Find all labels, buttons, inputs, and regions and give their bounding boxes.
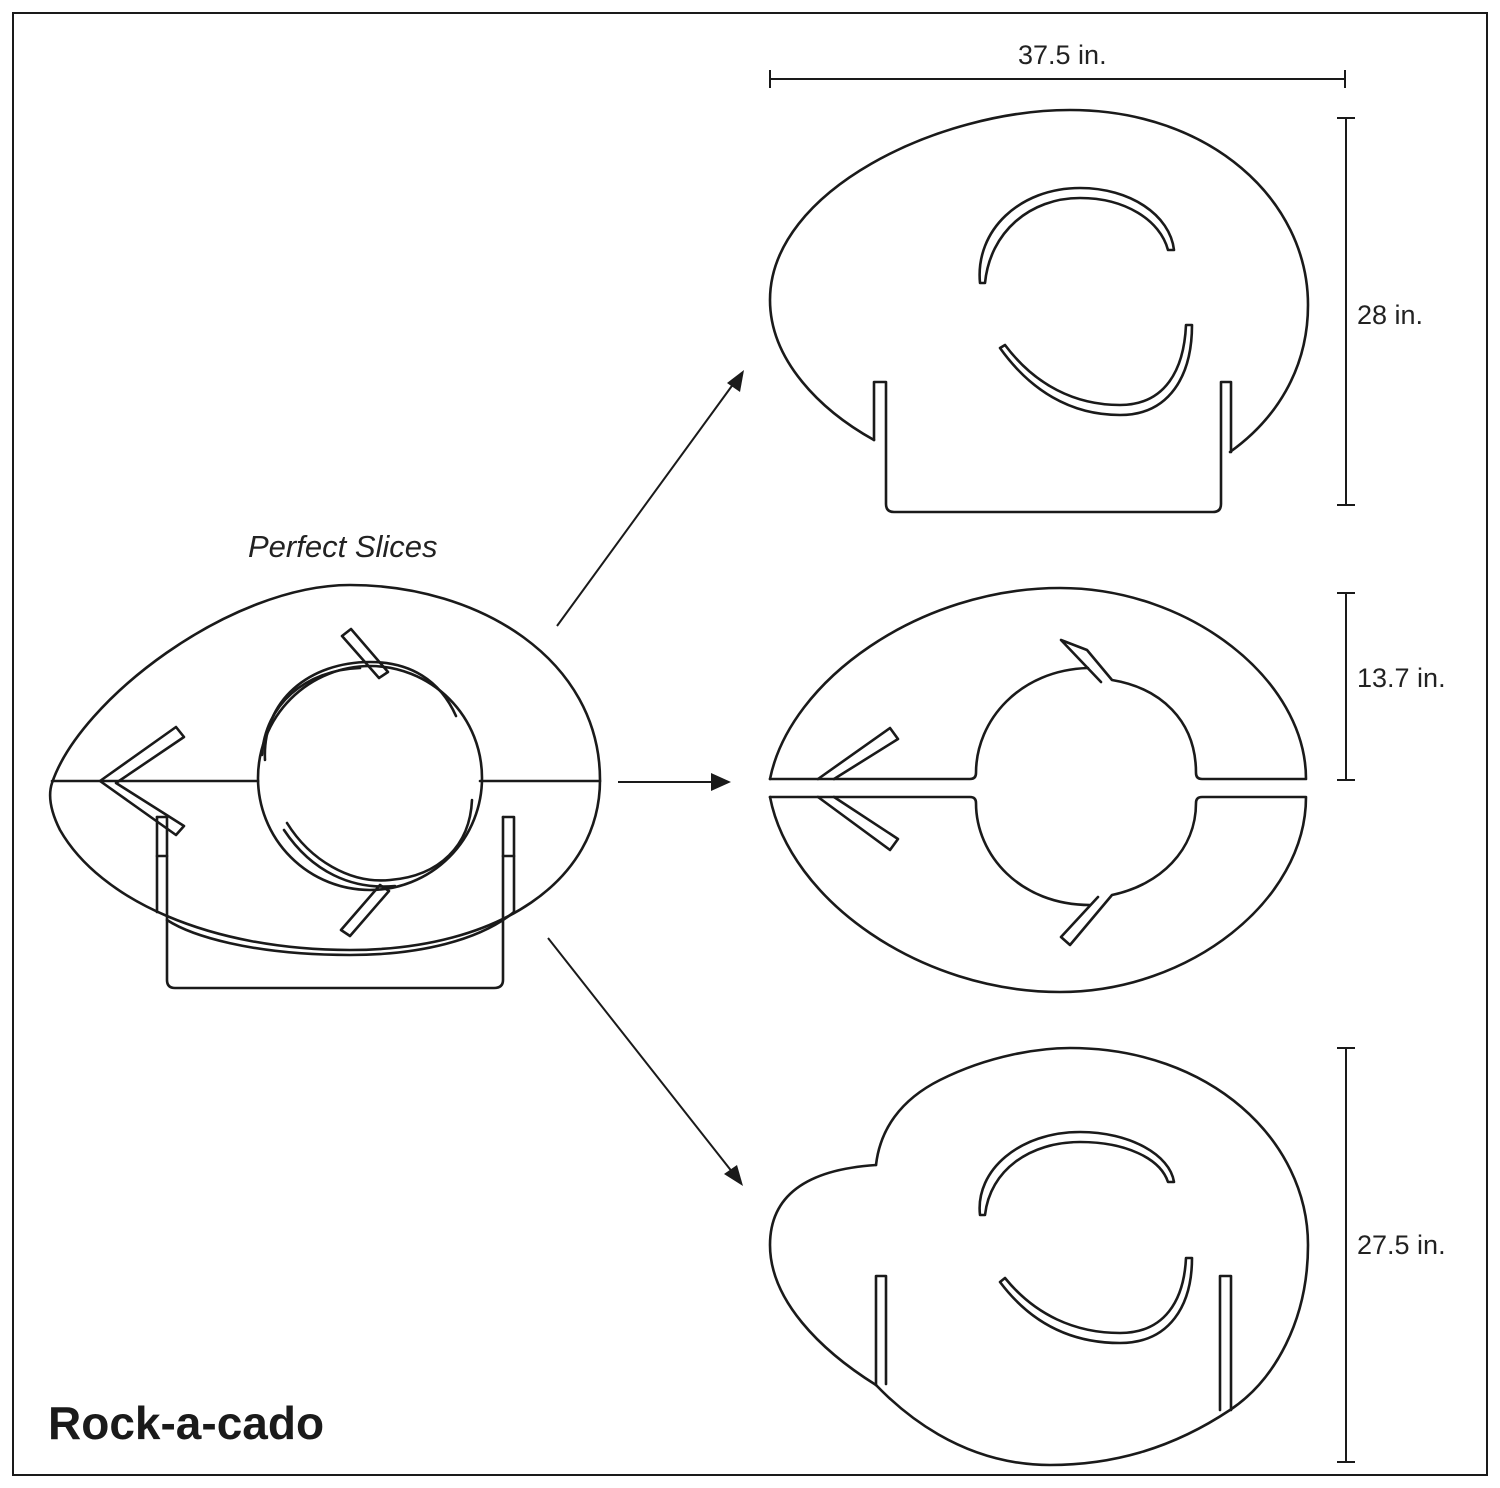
piece-top [768,108,1310,514]
subtitle: Perfect Slices [248,529,438,564]
arrow-to-middle [618,773,731,791]
arrow-to-bottom [547,937,743,1186]
label-width-top: 37.5 in. [1018,40,1107,70]
piece-bottom [768,1046,1310,1467]
dimension-height-top [1337,117,1355,506]
label-height-top: 28 in. [1357,300,1423,330]
assembled-chair [48,583,602,990]
label-height-bottom: 27.5 in. [1357,1230,1446,1260]
dimension-height-middle [1337,592,1355,781]
label-height-middle: 13.7 in. [1357,663,1446,693]
arrow-to-top [556,370,744,627]
page-title: Rock-a-cado [48,1397,324,1449]
piece-middle [768,586,1308,994]
dimension-width-top [769,70,1346,88]
dimension-height-bottom [1337,1047,1355,1463]
outer-border [12,12,1488,1476]
